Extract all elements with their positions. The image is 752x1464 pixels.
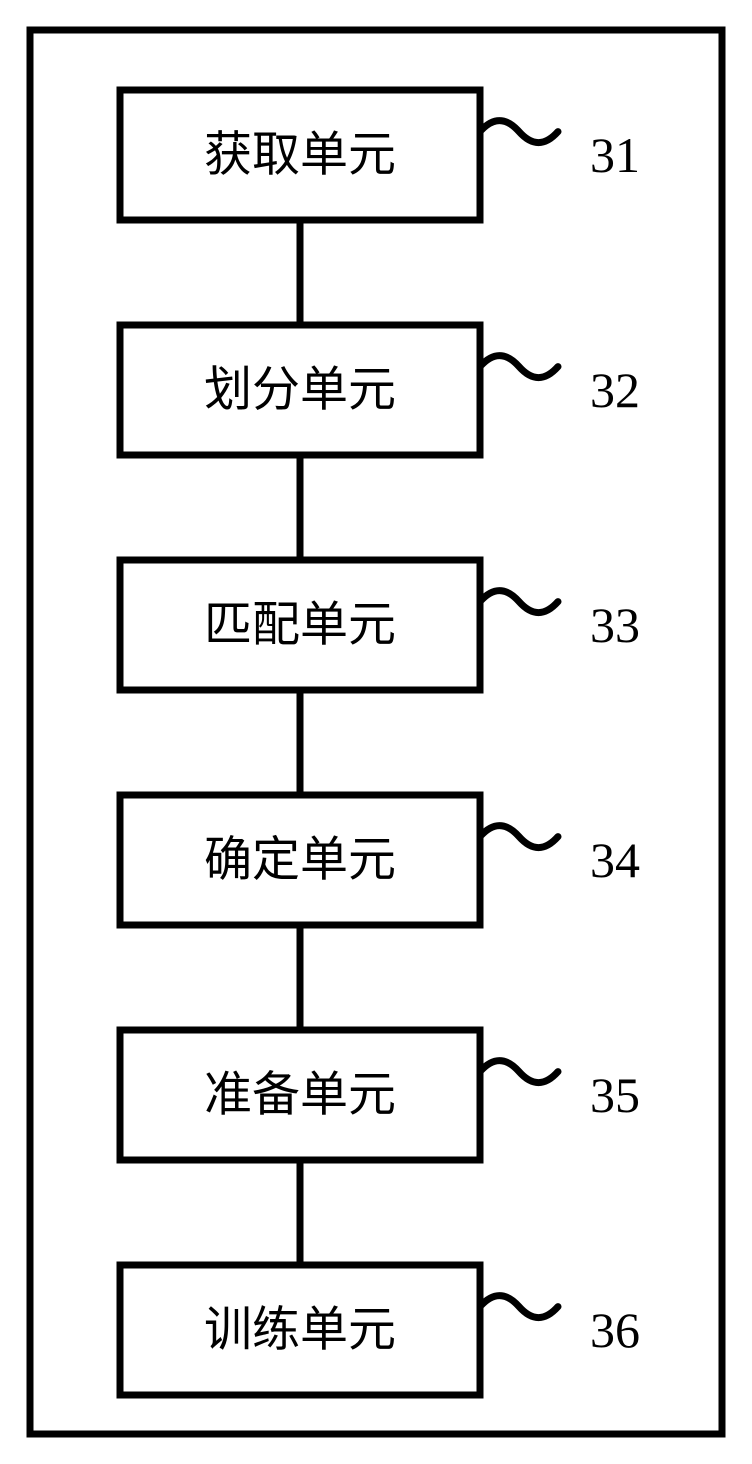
flowchart-svg: 获取单元 31 划分单元 32 匹配单元 33 确定单元 34 准备单元 35 训练单元 36 bbox=[0, 0, 752, 1464]
node-number: 32 bbox=[590, 362, 640, 418]
outer-border bbox=[30, 30, 722, 1434]
callout-squiggle bbox=[480, 826, 558, 848]
flowchart-node: 确定单元 34 bbox=[120, 795, 640, 925]
node-label: 确定单元 bbox=[204, 834, 396, 887]
node-label: 训练单元 bbox=[204, 1304, 396, 1357]
node-number: 36 bbox=[590, 1302, 640, 1358]
node-number: 35 bbox=[590, 1067, 640, 1123]
callout-squiggle bbox=[480, 121, 558, 143]
flowchart-node: 匹配单元 33 bbox=[120, 560, 640, 690]
node-label: 划分单元 bbox=[204, 364, 396, 417]
flowchart-node: 训练单元 36 bbox=[120, 1265, 640, 1395]
node-number: 33 bbox=[590, 597, 640, 653]
flowchart-node: 获取单元 31 bbox=[120, 90, 640, 220]
callout-squiggle bbox=[480, 591, 558, 613]
node-label: 获取单元 bbox=[204, 129, 396, 182]
flowchart-node: 准备单元 35 bbox=[120, 1030, 640, 1160]
node-number: 31 bbox=[590, 127, 640, 183]
callout-squiggle bbox=[480, 1296, 558, 1318]
node-number: 34 bbox=[590, 832, 640, 888]
node-label: 匹配单元 bbox=[204, 599, 396, 652]
node-label: 准备单元 bbox=[204, 1069, 396, 1122]
diagram-container: 获取单元 31 划分单元 32 匹配单元 33 确定单元 34 准备单元 35 训练单元 36 bbox=[0, 0, 752, 1464]
flowchart-node: 划分单元 32 bbox=[120, 325, 640, 455]
callout-squiggle bbox=[480, 1061, 558, 1083]
callout-squiggle bbox=[480, 356, 558, 378]
